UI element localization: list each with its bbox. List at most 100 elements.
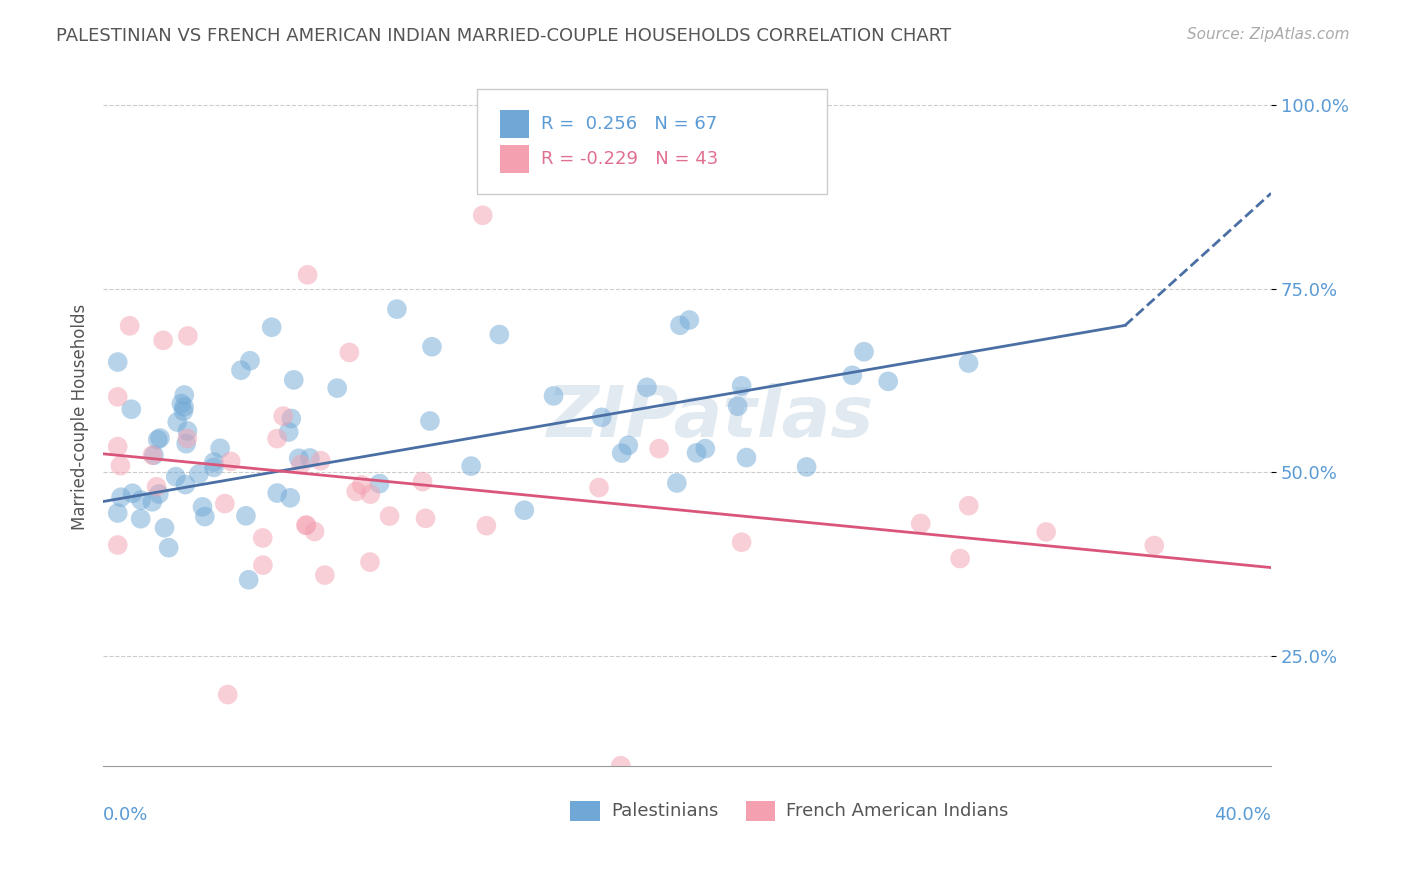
French American Indians: [145, 480, 167, 494]
French American Indians: [957, 499, 980, 513]
Text: French American Indians: French American Indians: [786, 802, 1008, 820]
French American Indians: [475, 518, 498, 533]
Palestinians: [235, 508, 257, 523]
Palestinians: [174, 477, 197, 491]
Palestinians: [260, 320, 283, 334]
Text: R = -0.229   N = 43: R = -0.229 N = 43: [541, 150, 718, 169]
Palestinians: [957, 356, 980, 370]
Palestinians: [121, 486, 143, 500]
Palestinians: [841, 368, 863, 383]
Text: Palestinians: Palestinians: [612, 802, 718, 820]
Palestinians: [149, 431, 172, 445]
French American Indians: [730, 535, 752, 549]
French American Indians: [107, 390, 129, 404]
Palestinians: [368, 476, 391, 491]
Palestinians: [129, 493, 152, 508]
Palestinians: [157, 541, 180, 555]
Palestinians: [153, 521, 176, 535]
Bar: [571, 801, 599, 822]
French American Indians: [271, 409, 294, 423]
French American Indians: [359, 487, 381, 501]
Palestinians: [460, 459, 482, 474]
Palestinians: [173, 388, 195, 402]
French American Indians: [412, 475, 434, 489]
Text: ZIPatlas: ZIPatlas: [547, 383, 875, 451]
Palestinians: [877, 375, 900, 389]
French American Indians: [219, 454, 242, 468]
French American Indians: [610, 758, 633, 772]
Palestinians: [277, 425, 299, 439]
Palestinians: [173, 400, 195, 414]
Palestinians: [110, 490, 132, 504]
Bar: [501, 111, 530, 138]
French American Indians: [344, 484, 367, 499]
Palestinians: [735, 450, 758, 465]
French American Indians: [295, 518, 318, 533]
Palestinians: [148, 487, 170, 501]
Palestinians: [278, 491, 301, 505]
French American Indians: [359, 555, 381, 569]
Palestinians: [209, 442, 232, 456]
Palestinians: [326, 381, 349, 395]
French American Indians: [648, 442, 671, 456]
Palestinians: [617, 438, 640, 452]
Palestinians: [543, 389, 565, 403]
Palestinians: [142, 448, 165, 462]
Palestinians: [695, 442, 717, 456]
French American Indians: [588, 481, 610, 495]
FancyBboxPatch shape: [477, 89, 827, 194]
Palestinians: [513, 503, 536, 517]
French American Indians: [350, 478, 373, 492]
Palestinians: [146, 433, 169, 447]
French American Indians: [217, 688, 239, 702]
French American Indians: [110, 458, 132, 473]
Palestinians: [796, 459, 818, 474]
Palestinians: [610, 446, 633, 460]
Palestinians: [165, 469, 187, 483]
French American Indians: [295, 518, 318, 533]
Palestinians: [636, 380, 658, 394]
Palestinians: [488, 327, 510, 342]
French American Indians: [252, 558, 274, 573]
Bar: [501, 145, 530, 173]
French American Indians: [378, 509, 401, 524]
Palestinians: [266, 486, 288, 500]
Palestinians: [280, 411, 302, 425]
French American Indians: [290, 458, 312, 472]
Palestinians: [174, 436, 197, 450]
French American Indians: [314, 568, 336, 582]
French American Indians: [107, 538, 129, 552]
Palestinians: [385, 302, 408, 317]
French American Indians: [910, 516, 932, 531]
Text: PALESTINIAN VS FRENCH AMERICAN INDIAN MARRIED-COUPLE HOUSEHOLDS CORRELATION CHAR: PALESTINIAN VS FRENCH AMERICAN INDIAN MA…: [56, 27, 952, 45]
French American Indians: [309, 453, 332, 467]
French American Indians: [152, 334, 174, 348]
Palestinians: [194, 509, 217, 524]
Palestinians: [298, 450, 321, 465]
Palestinians: [191, 500, 214, 514]
Text: 0.0%: 0.0%: [103, 806, 149, 824]
French American Indians: [297, 268, 319, 282]
Palestinians: [120, 402, 142, 417]
Palestinians: [166, 415, 188, 429]
French American Indians: [214, 497, 236, 511]
French American Indians: [1143, 539, 1166, 553]
French American Indians: [107, 440, 129, 454]
Palestinians: [420, 340, 443, 354]
Palestinians: [187, 467, 209, 481]
Palestinians: [141, 495, 163, 509]
Palestinians: [283, 373, 305, 387]
Palestinians: [419, 414, 441, 428]
French American Indians: [252, 531, 274, 545]
Palestinians: [287, 451, 309, 466]
French American Indians: [266, 432, 288, 446]
French American Indians: [471, 208, 494, 222]
Palestinians: [685, 446, 707, 460]
French American Indians: [415, 511, 437, 525]
French American Indians: [118, 318, 141, 333]
Text: Source: ZipAtlas.com: Source: ZipAtlas.com: [1187, 27, 1350, 42]
Palestinians: [678, 313, 700, 327]
French American Indians: [949, 551, 972, 566]
Palestinians: [853, 344, 876, 359]
Y-axis label: Married-couple Households: Married-couple Households: [72, 304, 89, 530]
